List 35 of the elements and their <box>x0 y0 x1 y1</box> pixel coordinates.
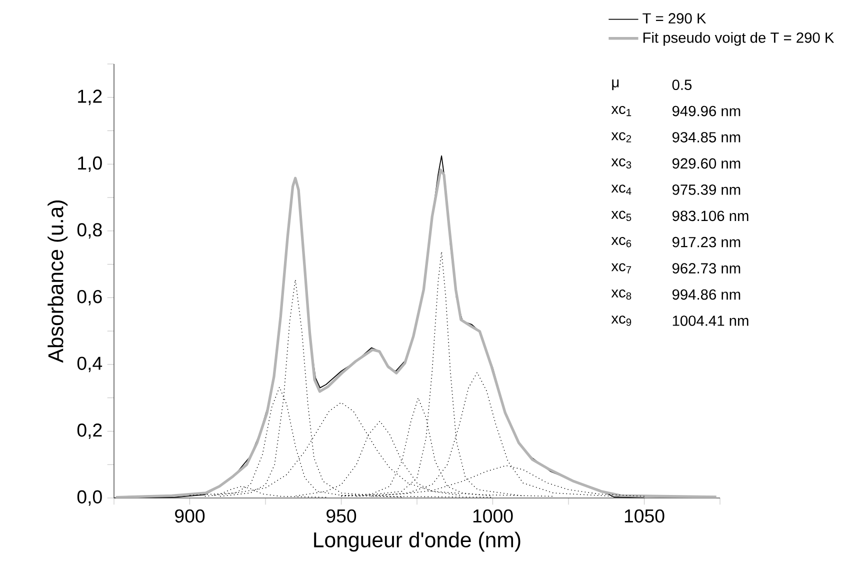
annotation: 975.39 nm <box>672 184 740 195</box>
annotation: 1004.41 nm <box>672 316 748 326</box>
x-tick-label: 1050 <box>624 509 664 523</box>
annotation: 983.106 nm <box>672 210 748 222</box>
y-tick-label: 0,8 <box>77 223 102 239</box>
annotation: 994.86 nm <box>672 289 740 300</box>
annotation: xc$_{5}$ <box>611 210 632 221</box>
annotation: 934.85 nm <box>672 132 740 142</box>
y-axis-title: Absorbance (u.a) <box>48 200 68 363</box>
y-tick-label: 0,0 <box>77 490 102 506</box>
legend-label: T = 290 K <box>642 13 706 24</box>
y-tick-label: 0,2 <box>77 423 102 439</box>
x-tick-label: 950 <box>326 509 356 523</box>
x-axis-title: Longueur d'onde (nm) <box>314 532 520 552</box>
y-tick-label: 0,6 <box>77 290 102 306</box>
annotation: xc$_{4}$ <box>611 184 632 195</box>
x-tick-label: 1000 <box>473 509 513 523</box>
annotation: 949.96 nm <box>672 106 740 116</box>
legend-label: Fit pseudo voigt de T = 290 K <box>643 32 834 46</box>
annotation: 917.23 nm <box>672 236 740 248</box>
x-tick-label: 900 <box>175 509 205 523</box>
annotation: xc$_{2}$ <box>611 132 632 142</box>
annotation: 962.73 nm <box>672 263 740 274</box>
annotation: xc$_{8}$ <box>611 289 632 300</box>
annotation: xc$_{6}$ <box>611 237 632 248</box>
annotation: 929.60 nm <box>672 158 740 169</box>
annotation: μ <box>612 80 619 90</box>
y-tick-label: 0,4 <box>77 356 102 372</box>
y-tick-label: 1,0 <box>78 156 102 172</box>
y-tick-label: 1,2 <box>78 90 102 106</box>
annotation: xc$_{9}$ <box>611 316 632 326</box>
annotation: 0.5 <box>672 80 692 90</box>
annotation: xc$_{1}$ <box>611 106 632 116</box>
annotation: xc$_{7}$ <box>611 263 632 274</box>
annotation: xc$_{3}$ <box>611 158 632 169</box>
